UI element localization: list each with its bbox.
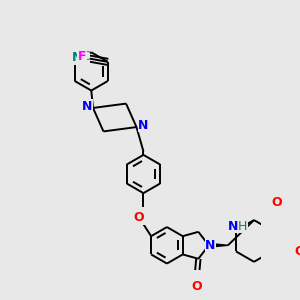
Text: O: O — [271, 196, 282, 209]
Text: O: O — [134, 211, 144, 224]
Text: N: N — [138, 119, 148, 132]
Polygon shape — [215, 244, 228, 247]
Text: O: O — [295, 245, 300, 258]
Text: C: C — [81, 50, 90, 63]
Text: H: H — [238, 220, 248, 233]
Text: F: F — [77, 50, 86, 63]
Text: O: O — [191, 280, 202, 293]
Text: N: N — [72, 51, 82, 64]
Text: N: N — [228, 220, 239, 233]
Text: N: N — [206, 239, 216, 252]
Text: N: N — [82, 100, 92, 113]
